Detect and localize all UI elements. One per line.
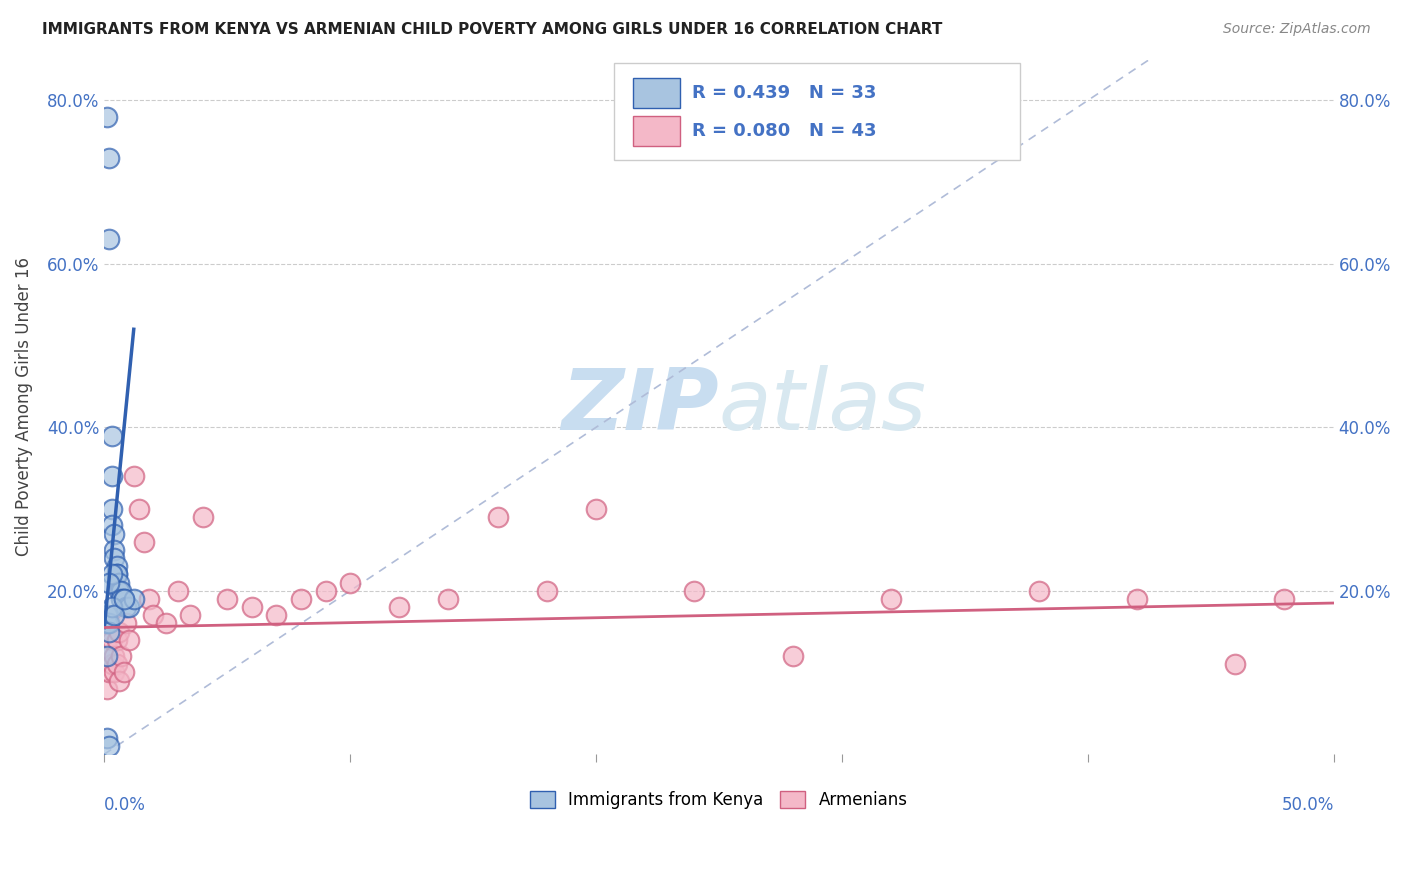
Text: Source: ZipAtlas.com: Source: ZipAtlas.com (1223, 22, 1371, 37)
Point (122, 469, 145, 483)
Point (315, 583, 337, 598)
Text: IMMIGRANTS FROM KENYA VS ARMENIAN CHILD POVERTY AMONG GIRLS UNDER 16 CORRELATION: IMMIGRANTS FROM KENYA VS ARMENIAN CHILD … (42, 22, 942, 37)
Point (105, 559, 128, 574)
Point (240, 600, 263, 615)
Point (437, 591, 460, 606)
Point (103, 542, 125, 557)
Point (103, 608, 125, 623)
Point (142, 608, 165, 623)
Point (388, 600, 411, 615)
Point (138, 591, 160, 606)
Point (118, 600, 141, 615)
Bar (633, 78, 679, 108)
Point (112, 665, 135, 680)
Point (118, 632, 141, 647)
Point (100, 657, 122, 672)
Point (96, 616, 118, 631)
Point (105, 657, 128, 672)
Point (98, 739, 121, 753)
Point (98, 232, 121, 246)
Point (98, 575, 121, 590)
Point (110, 591, 132, 606)
Point (112, 591, 135, 606)
Point (110, 649, 132, 664)
Point (880, 591, 903, 606)
Point (266, 608, 288, 623)
Point (96, 640, 118, 655)
Text: ZIP: ZIP (561, 366, 718, 449)
Point (167, 583, 190, 598)
Point (1274, 591, 1296, 606)
Point (128, 502, 150, 516)
Point (100, 469, 122, 483)
Point (108, 624, 131, 639)
Text: 50.0%: 50.0% (1281, 796, 1334, 814)
Point (339, 575, 361, 590)
Point (108, 575, 131, 590)
Point (103, 526, 125, 541)
Point (217, 591, 239, 606)
Point (100, 518, 122, 533)
Point (108, 583, 131, 598)
Point (290, 591, 312, 606)
Text: R = 0.080   N = 43: R = 0.080 N = 43 (692, 122, 876, 140)
Point (115, 616, 138, 631)
Point (782, 649, 804, 664)
Point (110, 583, 132, 598)
Point (179, 608, 201, 623)
Point (96, 649, 118, 664)
Point (1028, 583, 1050, 598)
Point (191, 510, 214, 524)
Point (105, 567, 128, 582)
Text: 0.0%: 0.0% (104, 796, 146, 814)
Point (96, 681, 118, 696)
Point (98, 665, 121, 680)
Text: atlas: atlas (718, 366, 927, 449)
Point (132, 534, 155, 549)
Point (115, 600, 138, 615)
Point (105, 632, 128, 647)
Point (100, 600, 122, 615)
Point (105, 567, 128, 582)
Point (100, 502, 122, 516)
FancyBboxPatch shape (614, 63, 1021, 161)
Point (103, 649, 125, 664)
Point (96, 608, 118, 623)
Y-axis label: Child Poverty Among Girls Under 16: Child Poverty Among Girls Under 16 (15, 258, 32, 557)
Point (98, 151, 121, 165)
Point (486, 510, 509, 524)
Point (585, 502, 607, 516)
Text: R = 0.439   N = 33: R = 0.439 N = 33 (692, 84, 876, 102)
Point (112, 591, 135, 606)
Point (103, 551, 125, 566)
Bar (633, 116, 679, 146)
Point (108, 673, 131, 688)
Point (98, 624, 121, 639)
Point (100, 632, 122, 647)
Point (96, 110, 118, 124)
Point (536, 583, 558, 598)
Point (96, 731, 118, 745)
Point (683, 583, 706, 598)
Point (122, 591, 145, 606)
Point (103, 665, 125, 680)
Point (1225, 657, 1247, 672)
Point (98, 624, 121, 639)
Point (98, 616, 121, 631)
Point (100, 428, 122, 442)
Point (1126, 591, 1149, 606)
Point (155, 616, 177, 631)
Legend: Immigrants from Kenya, Armenians: Immigrants from Kenya, Armenians (523, 784, 914, 815)
Point (100, 567, 122, 582)
